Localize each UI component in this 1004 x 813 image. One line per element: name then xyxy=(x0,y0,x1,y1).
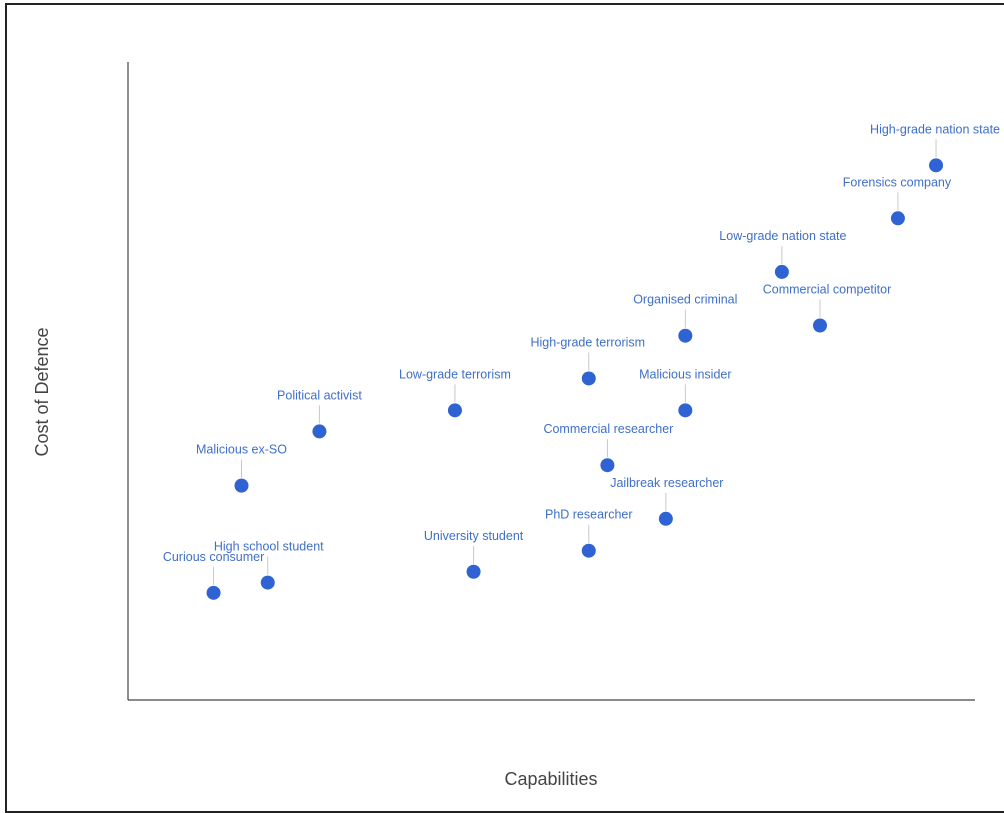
point-label: Forensics company xyxy=(843,175,952,189)
point-label: University student xyxy=(424,529,524,543)
point-label: Political activist xyxy=(277,388,362,402)
point-label: Low-grade nation state xyxy=(719,229,846,243)
point-marker xyxy=(260,575,275,590)
point-label: High school student xyxy=(214,540,324,554)
data-point-high-grade-terrorism: High-grade terrorism xyxy=(530,335,645,386)
point-marker xyxy=(234,478,249,493)
point-marker xyxy=(600,458,615,473)
point-marker xyxy=(447,403,462,418)
points-layer: High-grade nation state Forensics company… xyxy=(163,122,1000,600)
data-point-low-grade-nation-state: Low-grade nation state xyxy=(719,229,847,279)
point-marker xyxy=(678,328,693,343)
point-marker xyxy=(466,564,481,579)
data-point-political-activist: Political activist xyxy=(277,388,362,439)
x-axis-title: Capabilities xyxy=(504,769,597,789)
point-marker xyxy=(658,511,673,526)
point-marker xyxy=(774,264,789,279)
point-label: High-grade nation state xyxy=(870,122,1000,136)
point-marker xyxy=(312,424,327,439)
data-point-commercial-researcher: Commercial researcher xyxy=(543,422,673,473)
data-point-organised-criminal: Organised criminal xyxy=(633,293,737,343)
point-marker xyxy=(812,318,827,333)
data-point-forensics-company: Forensics company xyxy=(843,175,952,226)
data-point-curious-consumer: Curious consumer xyxy=(163,550,264,600)
point-label: Organised criminal xyxy=(633,293,737,307)
data-point-high-grade-nation-state: High-grade nation state xyxy=(870,122,1000,173)
point-marker xyxy=(206,585,221,600)
data-point-malicious-ex-so: Malicious ex-SO xyxy=(196,443,287,493)
data-point-low-grade-terrorism: Low-grade terrorism xyxy=(399,367,511,418)
point-marker xyxy=(929,158,944,173)
point-label: Malicious insider xyxy=(639,367,731,381)
point-label: Malicious ex-SO xyxy=(196,443,287,457)
data-point-high-school-student: High school student xyxy=(214,540,324,590)
point-label: Jailbreak researcher xyxy=(610,476,723,490)
point-label: Commercial competitor xyxy=(763,282,892,296)
y-axis-title: Cost of Defence xyxy=(32,327,52,456)
point-marker xyxy=(581,543,596,558)
point-label: Commercial researcher xyxy=(543,422,673,436)
point-marker xyxy=(678,403,693,418)
data-point-jailbreak-researcher: Jailbreak researcher xyxy=(610,476,723,526)
point-label: Curious consumer xyxy=(163,550,264,564)
point-label: High-grade terrorism xyxy=(530,335,645,349)
point-label: PhD researcher xyxy=(545,508,633,522)
point-label: Low-grade terrorism xyxy=(399,367,511,381)
data-point-commercial-competitor: Commercial competitor xyxy=(763,282,892,333)
data-point-malicious-insider: Malicious insider xyxy=(639,367,732,418)
data-point-university-student: University student xyxy=(424,529,524,579)
point-marker xyxy=(890,211,905,226)
point-marker xyxy=(581,371,596,386)
data-point-phd-researcher: PhD researcher xyxy=(545,508,633,558)
